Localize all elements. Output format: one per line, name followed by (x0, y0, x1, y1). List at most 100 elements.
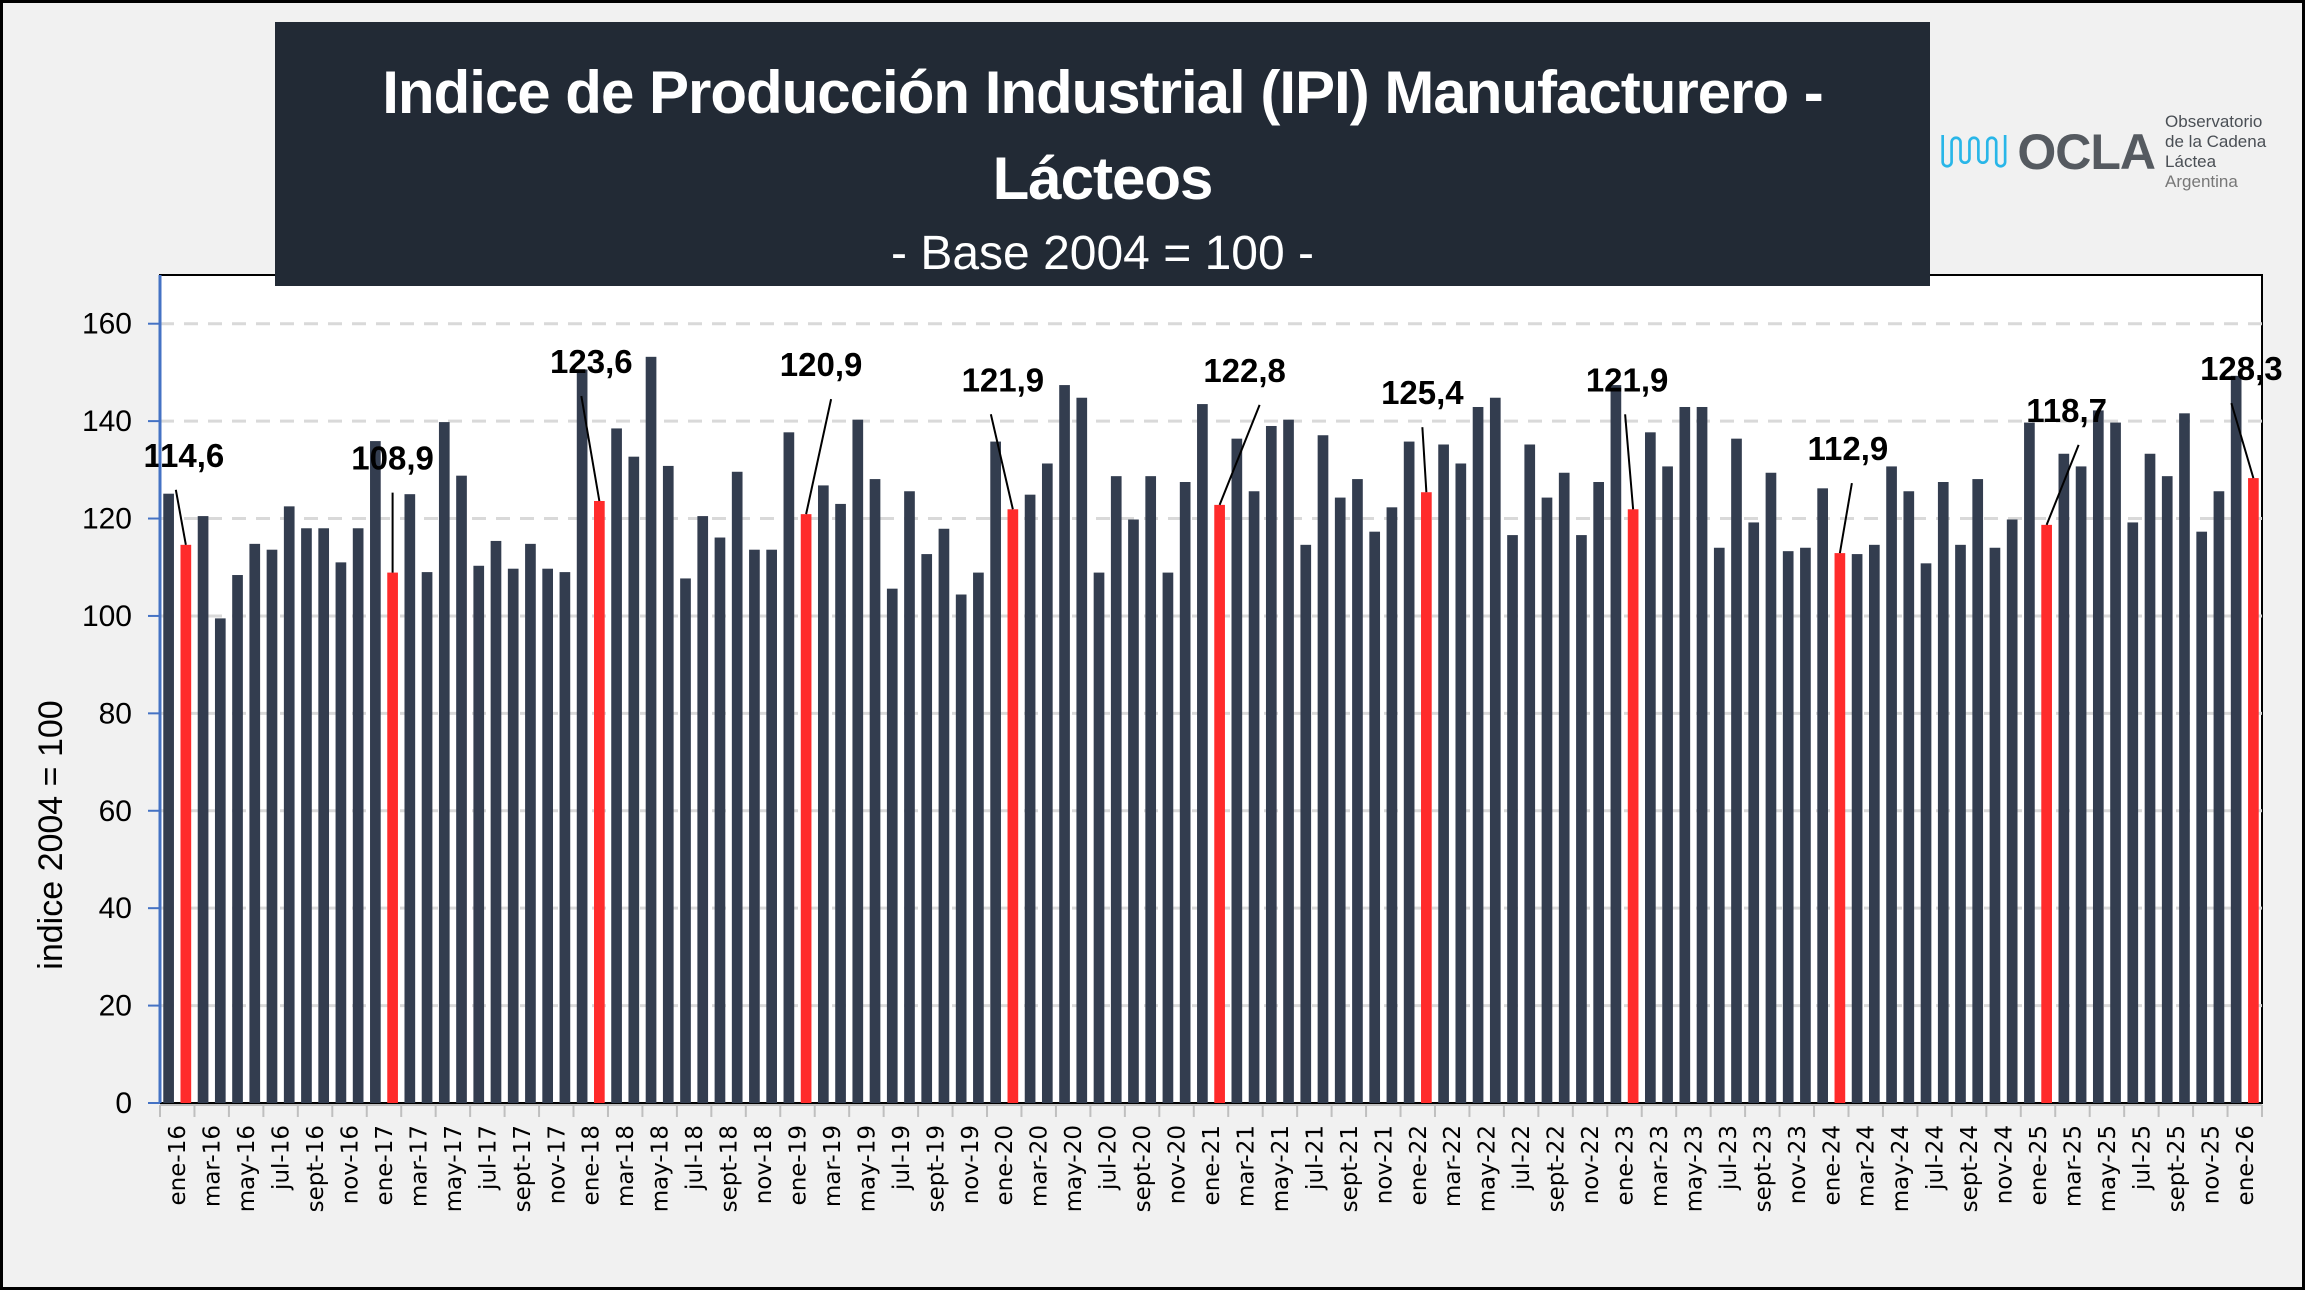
bar (1248, 491, 1260, 1103)
bar (955, 594, 967, 1103)
bar (1283, 419, 1294, 1103)
x-tick-label: may-22 (1475, 1125, 1501, 1212)
bar (1093, 572, 1105, 1103)
bar (611, 428, 622, 1103)
x-tick-label: ene-16 (165, 1125, 191, 1205)
bar (2144, 453, 2156, 1103)
x-tick-label: may-20 (1061, 1125, 1087, 1212)
bar (1265, 425, 1277, 1103)
bar (301, 528, 312, 1103)
bar (1438, 444, 1449, 1103)
bar (507, 568, 519, 1103)
bar (1231, 438, 1243, 1104)
x-axis: ene-16 mar-16 may-16 jul-16 sept-16 nov-16 ene… (159, 1104, 2263, 1212)
y-tick-label: 80 (99, 697, 132, 730)
data-label: 123,6 (550, 343, 633, 380)
bar (1972, 479, 1984, 1103)
x-tick-label: mar-24 (1854, 1125, 1880, 1207)
bar-highlighted (2248, 478, 2259, 1103)
x-tick-label: ene-25 (2026, 1125, 2052, 1205)
bar-highlighted (387, 572, 398, 1103)
bar (1937, 482, 1949, 1103)
bar (559, 572, 571, 1103)
bar (1903, 491, 1915, 1103)
x-tick-label: nov-17 (544, 1125, 570, 1204)
bar (973, 572, 984, 1103)
bar (525, 543, 536, 1103)
bar (1524, 444, 1536, 1103)
x-tick-label: mar-17 (406, 1125, 432, 1207)
x-tick-label: jul-24 (1923, 1125, 1949, 1191)
x-tick-label: may-21 (1268, 1125, 1294, 1212)
bar (2161, 476, 2173, 1104)
x-tick-label: jul-21 (1302, 1125, 1328, 1191)
bar (456, 475, 467, 1104)
bar (2179, 413, 2190, 1103)
bar (714, 537, 726, 1103)
x-tick-label: mar-19 (820, 1125, 846, 1207)
bar (197, 516, 209, 1103)
bar (2196, 531, 2208, 1103)
bar (1145, 476, 1157, 1104)
x-tick-label: ene-23 (1613, 1125, 1639, 1205)
data-label: 108,9 (351, 440, 434, 477)
bar (1576, 535, 1587, 1103)
bar (921, 554, 933, 1103)
bar (249, 543, 261, 1103)
leader-line (2230, 402, 2255, 479)
x-tick-label: nov-20 (1165, 1125, 1191, 1204)
x-tick-label: nov-24 (1992, 1125, 2018, 1204)
bar-highlighted (1007, 509, 1019, 1104)
bar (421, 572, 433, 1103)
bar (1765, 472, 1777, 1104)
bar (1403, 441, 1415, 1104)
bar (2006, 519, 2018, 1103)
data-label: 122,8 (1203, 352, 1286, 389)
bar (783, 432, 795, 1103)
leader-line (1624, 414, 1635, 510)
x-tick-label: ene-17 (372, 1125, 398, 1205)
bar (1748, 522, 1760, 1103)
bar (576, 369, 588, 1104)
bar (1076, 397, 1088, 1103)
leader-line (580, 395, 601, 502)
milk-wave-icon (1941, 135, 2007, 168)
leader-line (1838, 482, 1853, 554)
bar (1817, 488, 1828, 1103)
bar (938, 528, 950, 1103)
bar (817, 485, 829, 1103)
bar (1955, 544, 1966, 1103)
data-label: 112,9 (1807, 430, 1888, 467)
bar (1334, 497, 1346, 1103)
x-tick-label: may-24 (1888, 1125, 1914, 1212)
bar-highlighted (1421, 492, 1432, 1103)
bar (990, 441, 1001, 1104)
data-label: 121,9 (1586, 361, 1669, 398)
bar (283, 506, 295, 1104)
bar (1317, 435, 1329, 1104)
x-tick-label: may-19 (854, 1125, 880, 1212)
x-tick-label: mar-22 (1440, 1125, 1466, 1207)
data-label: 125,4 (1381, 374, 1464, 411)
bar (1197, 404, 1208, 1104)
y-tick-label: 100 (82, 600, 132, 633)
bar (1782, 551, 1794, 1103)
bar (766, 549, 777, 1103)
y-tick-label: 120 (82, 503, 132, 536)
bar (1507, 535, 1518, 1103)
logo-name: OCLA (2017, 124, 2156, 180)
leader-line (2045, 444, 2080, 526)
chart-title-line-1: Indice de Producción Industrial (IPI) Ma… (382, 59, 1824, 126)
bar (1886, 466, 1897, 1103)
logo-line-1: Observatorio (2165, 112, 2263, 131)
bar (2058, 453, 2070, 1103)
data-labels: 114,6 108,9 123,6 120,9 121,9 122,8 125,4 121,9… (143, 343, 2282, 477)
bar (749, 549, 760, 1103)
bar (1024, 494, 1036, 1103)
x-tick-label: ene-19 (785, 1125, 811, 1205)
x-tick-label: mar-18 (613, 1125, 639, 1207)
bar (886, 588, 898, 1103)
x-tick-label: may-17 (441, 1125, 467, 1212)
bar (1489, 397, 1501, 1103)
title-banner: Indice de Producción Industrial (IPI) Ma… (275, 22, 1930, 286)
